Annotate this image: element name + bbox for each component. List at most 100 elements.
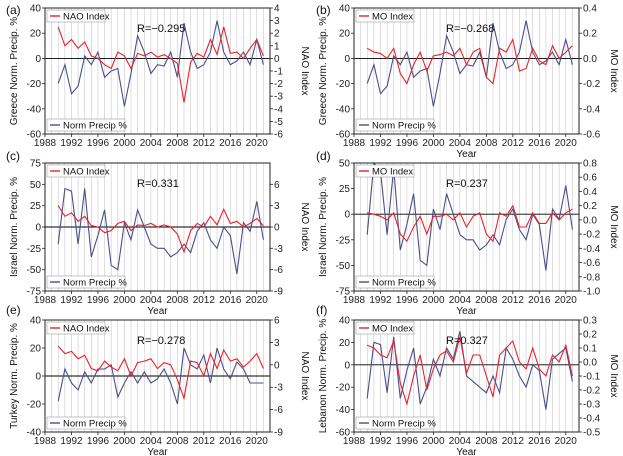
- y2-tick-label: -6: [274, 130, 283, 141]
- x-tick-label: 1988: [34, 295, 57, 306]
- legend-precip: Norm Precip %: [46, 118, 127, 132]
- x-tick-label: 1992: [60, 295, 83, 306]
- legend-box: [355, 164, 415, 178]
- panel-a: 1988 1992 1996 2000 2004 2008 2012 2016 2020-60-…: [6, 3, 310, 149]
- y2-tick-label: -0.3: [583, 400, 601, 411]
- y2-tick-label: 6: [274, 180, 280, 191]
- x-tick-label: 2004: [140, 138, 163, 149]
- x-tick-label: 2000: [422, 138, 445, 149]
- y2-tick-label: 0.4: [583, 187, 597, 198]
- panel-label: (a): [6, 3, 21, 17]
- x-tick-label: 2020: [555, 295, 578, 306]
- y2-tick-label: 0: [274, 54, 280, 65]
- y-axis-title: Turkey Norm. Precip. %: [9, 323, 20, 429]
- y-tick-label: 0: [35, 372, 41, 383]
- y-tick-label: 20: [339, 29, 351, 40]
- index-series-line: [57, 345, 264, 401]
- x-tick-label: 1988: [343, 295, 366, 306]
- x-tick-label: 2012: [193, 295, 216, 306]
- panel-b: 1988 1992 1996 2000 2004 2008 2012 2016 2020 -60 -…: [316, 3, 619, 160]
- x-tick-label: 2012: [502, 138, 525, 149]
- precip-series-line: [366, 331, 573, 410]
- x-tick-label: 2016: [528, 138, 551, 149]
- y-tick-label: -40: [336, 104, 351, 115]
- y2-tick-label: -0.4: [583, 244, 601, 255]
- legend-label: Norm Precip %: [63, 419, 127, 430]
- x-tick-label: 2012: [193, 138, 216, 149]
- y2-tick-label: -4: [274, 104, 283, 115]
- x-tick-label: 1996: [396, 295, 419, 306]
- y2-tick-label: -0.8: [583, 272, 601, 283]
- y2-tick-label: 0.1: [583, 344, 597, 355]
- x-tick-label: 2004: [449, 138, 472, 149]
- y-tick-label: -25: [336, 235, 351, 246]
- y-tick-label: -75: [27, 287, 42, 298]
- y2-tick-label: -6: [274, 405, 283, 416]
- y-tick-label: -50: [27, 265, 42, 276]
- x-tick-label: 2020: [246, 436, 269, 447]
- legend-box: [355, 118, 435, 132]
- y2-tick-label: -0.2: [583, 230, 601, 241]
- y-axis-title: Israel Norm. Precip. %: [9, 177, 20, 277]
- x-tick-label: 2008: [475, 295, 498, 306]
- x-tick-label: 2012: [502, 436, 525, 447]
- x-tick-label: 1992: [60, 436, 83, 447]
- x-axis-title: Year: [147, 447, 168, 456]
- y-tick-label: -50: [336, 261, 351, 272]
- y2-axis-title: MO Index: [608, 49, 619, 92]
- x-tick-label: 1988: [343, 138, 366, 149]
- y2-tick-label: -3: [274, 92, 283, 103]
- x-tick-label: 2000: [113, 138, 136, 149]
- x-axis-title: Year: [456, 447, 477, 456]
- legend-box: [355, 275, 435, 289]
- legend-box: [355, 9, 415, 23]
- legend-label: NAO Index: [63, 12, 110, 23]
- y2-tick-label: -0.2: [583, 79, 601, 90]
- y-tick-label: 40: [30, 4, 42, 15]
- precip-series-line: [57, 187, 264, 274]
- y2-tick-label: -1.0: [583, 287, 601, 298]
- y2-tick-label: -1: [274, 67, 283, 78]
- legend-label: NAO Index: [63, 167, 110, 178]
- x-tick-label: 2012: [502, 295, 525, 306]
- y2-tick-label: -0.1: [583, 372, 601, 383]
- y-tick-label: 40: [339, 4, 351, 15]
- precip-series-line: [366, 20, 573, 107]
- y-tick-label: 0: [35, 223, 41, 234]
- y2-tick-label: 3: [274, 201, 280, 212]
- legend-box: [46, 416, 126, 430]
- panel-f: 1988 1992 1996 2000 2004 2008 2012 2016 2020 -60 -…: [316, 303, 619, 456]
- legend-box: [46, 164, 106, 178]
- precip-series-line: [57, 20, 264, 107]
- index-series-line: [366, 37, 573, 85]
- y-tick-label: -20: [336, 383, 351, 394]
- y-tick-label: -40: [336, 405, 351, 416]
- y2-tick-label: 0.0: [583, 215, 597, 226]
- panel-label: (d): [316, 149, 331, 163]
- y2-axis-title: MO Index: [608, 205, 619, 248]
- y2-tick-label: 0.6: [583, 173, 597, 184]
- legend-label: Norm Precip %: [63, 278, 127, 289]
- y2-tick-label: -2: [274, 79, 283, 90]
- plot-frame: [353, 162, 580, 292]
- panel-e: 1988 1992 1996 2000 2004 2008 2012 2016 2020-40-…: [6, 303, 310, 456]
- precip-series-line: [366, 161, 573, 271]
- y2-tick-label: 3: [274, 16, 280, 27]
- legend-label: Norm Precip %: [372, 121, 436, 132]
- y2-axis-title: MO Index: [608, 354, 619, 397]
- y2-tick-label: 3: [274, 338, 280, 349]
- y-tick-label: 50: [30, 180, 42, 191]
- legend-box: [46, 118, 126, 132]
- y2-tick-label: -0.4: [583, 414, 601, 425]
- y-tick-label: -75: [336, 287, 351, 298]
- panel-label: (c): [6, 149, 20, 163]
- x-tick-label: 2004: [449, 295, 472, 306]
- y2-tick-label: 2: [274, 29, 280, 40]
- y-axis-title: Israel Norm. Precip. %: [318, 177, 329, 277]
- y-tick-label: -40: [27, 104, 42, 115]
- y-tick-label: -20: [336, 79, 351, 90]
- y2-tick-label: -0.4: [583, 104, 601, 115]
- legend-label: Norm Precip %: [372, 278, 436, 289]
- y-tick-label: 75: [30, 159, 42, 170]
